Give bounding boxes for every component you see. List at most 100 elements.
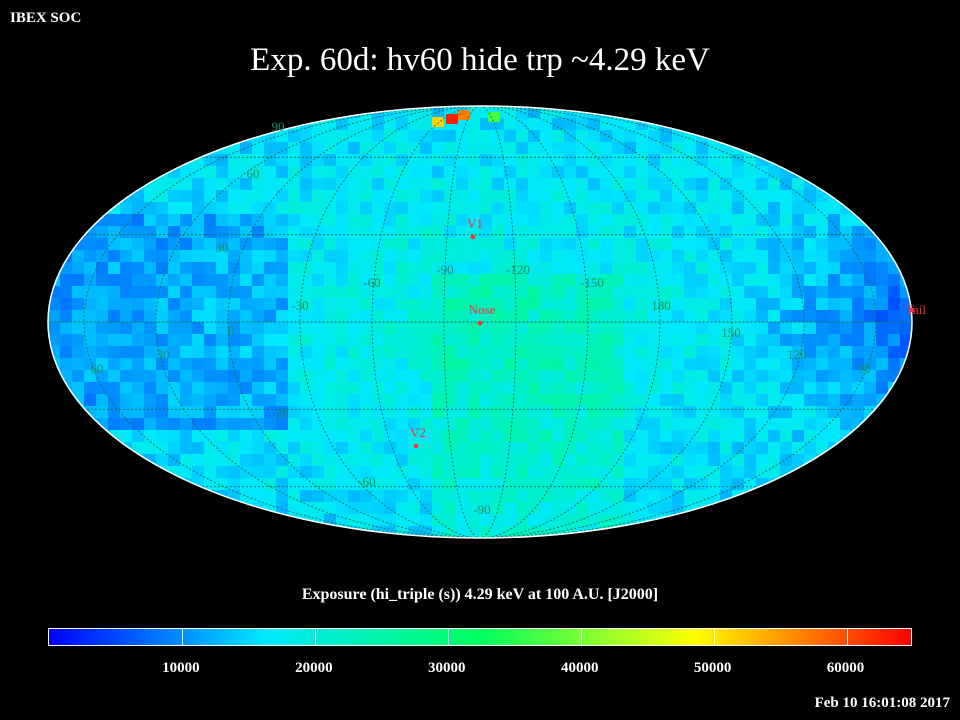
exposure-cell: [792, 238, 805, 251]
exposure-cell: [660, 346, 673, 359]
exposure-cell: [480, 214, 493, 227]
exposure-cell: [576, 142, 589, 155]
exposure-cell: [888, 358, 901, 371]
exposure-cell: [180, 394, 193, 407]
exposure-cell: [744, 322, 757, 335]
exposure-cell: [768, 154, 781, 167]
exposure-cell: [552, 238, 565, 251]
exposure-cell: [408, 478, 421, 491]
exposure-cell: [324, 226, 337, 239]
exposure-cell: [132, 334, 145, 347]
exposure-cell: [636, 430, 649, 443]
exposure-cell: [624, 358, 637, 371]
exposure-cell: [888, 322, 901, 335]
exposure-cell: [312, 286, 325, 299]
exposure-cell: [288, 190, 301, 203]
exposure-cell: [660, 178, 673, 191]
exposure-cell: [768, 178, 781, 191]
exposure-cell: [588, 178, 601, 191]
exposure-cell: [396, 370, 409, 383]
exposure-cell: [432, 382, 445, 395]
exposure-cell: [384, 250, 397, 263]
exposure-cell: [624, 286, 637, 299]
exposure-cell: [288, 202, 301, 215]
exposure-cell: [504, 418, 517, 431]
exposure-cell: [156, 226, 169, 239]
exposure-cell: [564, 142, 577, 155]
exposure-cell: [624, 154, 637, 167]
exposure-cell: [732, 322, 745, 335]
exposure-cell: [624, 130, 637, 143]
exposure-cell: [768, 454, 781, 467]
exposure-cell: [816, 370, 829, 383]
exposure-cell: [756, 142, 769, 155]
exposure-cell: [192, 466, 205, 479]
exposure-cell: [756, 490, 769, 503]
exposure-cell: [480, 502, 493, 515]
exposure-cell: [828, 370, 841, 383]
exposure-cell: [468, 358, 481, 371]
exposure-cell: [348, 490, 361, 503]
exposure-cell: [696, 250, 709, 263]
exposure-cell: [684, 298, 697, 311]
exposure-cell: [216, 466, 229, 479]
exposure-cell: [828, 178, 841, 191]
exposure-cell: [408, 394, 421, 407]
exposure-cell: [528, 250, 541, 263]
exposure-cell: [264, 454, 277, 467]
exposure-cell: [720, 358, 733, 371]
exposure-cell: [252, 322, 265, 335]
exposure-cell: [480, 358, 493, 371]
exposure-cell: [132, 430, 145, 443]
exposure-cell: [156, 454, 169, 467]
longitude-label: 120: [787, 347, 807, 362]
exposure-cell: [324, 178, 337, 191]
exposure-cell: [624, 238, 637, 251]
exposure-cell: [384, 130, 397, 143]
exposure-cell: [228, 214, 241, 227]
exposure-cell: [132, 190, 145, 203]
exposure-cell: [480, 202, 493, 215]
exposure-cell: [288, 250, 301, 263]
exposure-cell: [372, 154, 385, 167]
exposure-cell: [348, 202, 361, 215]
exposure-cell: [672, 190, 685, 203]
exposure-cell: [744, 430, 757, 443]
longitude-label: -150: [580, 275, 604, 290]
exposure-cell: [864, 298, 877, 311]
exposure-cell: [636, 214, 649, 227]
exposure-cell: [192, 178, 205, 191]
exposure-cell: [276, 286, 289, 299]
exposure-cell: [888, 238, 901, 251]
exposure-cell: [516, 322, 529, 335]
exposure-cell: [792, 310, 805, 323]
exposure-cell: [456, 262, 469, 275]
exposure-cell: [648, 322, 661, 335]
exposure-cell: [432, 430, 445, 443]
exposure-cell: [336, 394, 349, 407]
exposure-cell: [744, 178, 757, 191]
exposure-cell: [600, 130, 613, 143]
exposure-cell: [300, 226, 313, 239]
exposure-cell: [168, 382, 181, 395]
exposure-cell: [228, 262, 241, 275]
exposure-cell: [216, 202, 229, 215]
exposure-cell: [348, 418, 361, 431]
exposure-cell: [444, 238, 457, 251]
exposure-cell: [504, 454, 517, 467]
exposure-cell: [756, 166, 769, 179]
exposure-cell: [480, 322, 493, 335]
exposure-cell: [900, 334, 912, 347]
exposure-cell: [528, 274, 541, 287]
exposure-cell: [804, 250, 817, 263]
exposure-cell: [144, 406, 157, 419]
exposure-cell: [444, 526, 457, 538]
exposure-cell: [180, 310, 193, 323]
exposure-cell: [528, 142, 541, 155]
exposure-cell: [180, 154, 193, 167]
exposure-cell: [204, 262, 217, 275]
exposure-cell: [228, 370, 241, 383]
exposure-cell: [228, 178, 241, 191]
exposure-cell: [864, 394, 877, 407]
exposure-cell: [852, 406, 865, 419]
